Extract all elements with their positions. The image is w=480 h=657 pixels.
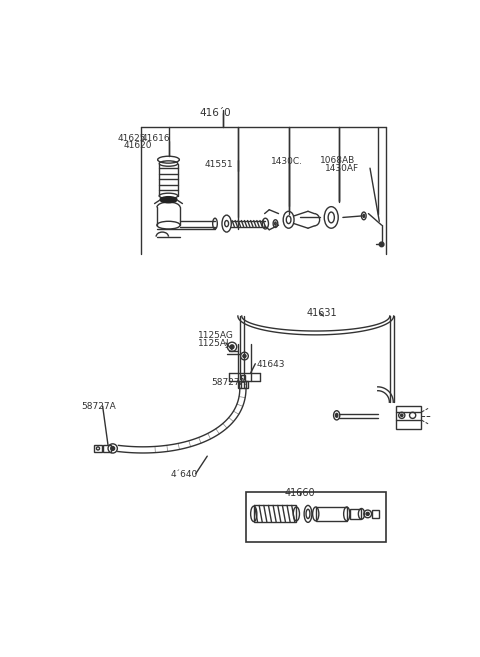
- Text: 1068AB: 1068AB: [321, 156, 356, 165]
- Text: 58727A: 58727A: [82, 402, 117, 411]
- Text: 41643: 41643: [256, 360, 285, 369]
- Bar: [372, 510, 379, 518]
- Text: 1430C.: 1430C.: [271, 158, 303, 166]
- Bar: [246, 492, 385, 543]
- Text: 416´0: 416´0: [199, 108, 231, 118]
- Text: 1430AF: 1430AF: [325, 164, 359, 173]
- Bar: [238, 380, 248, 388]
- Text: 4´640: 4´640: [170, 470, 198, 479]
- Text: 41616: 41616: [142, 134, 170, 143]
- Bar: [396, 406, 421, 429]
- Ellipse shape: [363, 214, 365, 217]
- Ellipse shape: [336, 413, 338, 417]
- Circle shape: [366, 512, 369, 516]
- Bar: [254, 505, 296, 522]
- Circle shape: [243, 355, 246, 357]
- Bar: [240, 375, 245, 382]
- Text: 58727A: 58727A: [211, 378, 246, 386]
- Circle shape: [230, 345, 234, 349]
- Text: 1125AG: 1125AG: [198, 331, 234, 340]
- Bar: [103, 445, 111, 451]
- Bar: [316, 507, 347, 521]
- Circle shape: [401, 414, 403, 417]
- Text: 41625: 41625: [117, 134, 146, 143]
- Text: 41620: 41620: [123, 141, 152, 150]
- Bar: [350, 509, 361, 519]
- Text: 41551: 41551: [204, 160, 233, 169]
- Text: 1125AJ: 1125AJ: [198, 339, 229, 348]
- Circle shape: [379, 242, 384, 246]
- Circle shape: [111, 447, 115, 450]
- Ellipse shape: [160, 196, 177, 203]
- Text: 41660: 41660: [285, 489, 315, 499]
- Text: 41631: 41631: [306, 308, 337, 318]
- Bar: [94, 445, 102, 451]
